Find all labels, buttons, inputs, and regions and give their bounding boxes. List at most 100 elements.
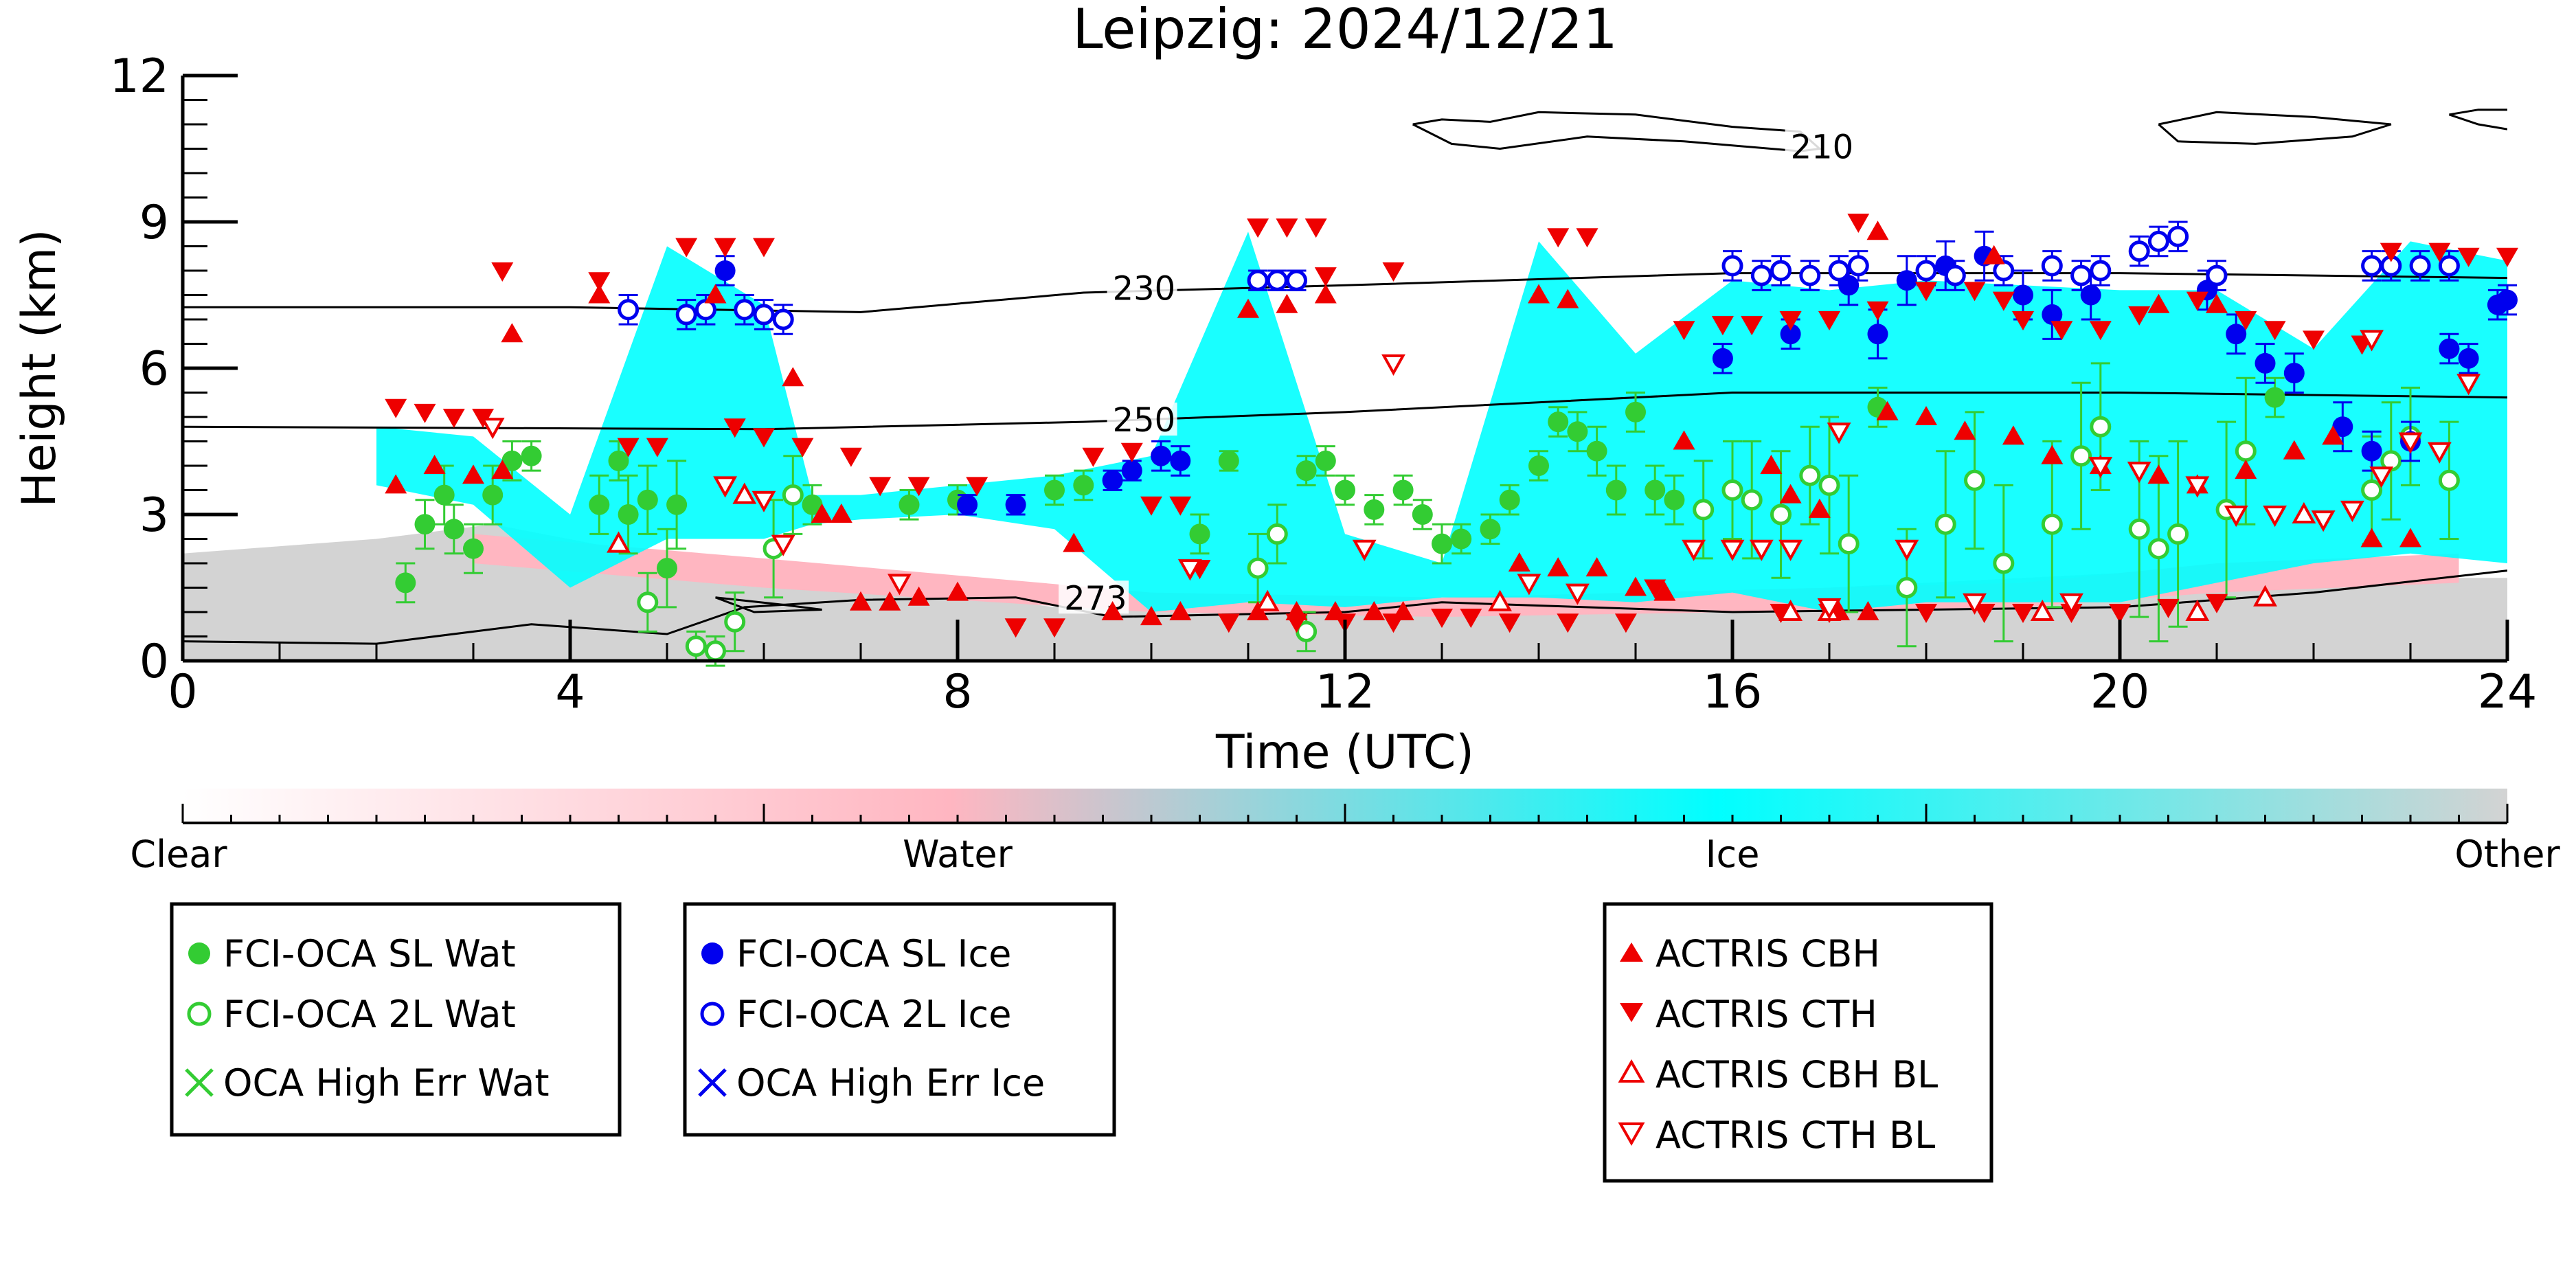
- legend-marker-cbh-bl: [1618, 1059, 1645, 1083]
- point-fci-oca-2l-ice-7: [1266, 269, 1288, 291]
- point-actris-cth-bl-30: [1827, 422, 1851, 444]
- y-tick-label-3: 3: [139, 488, 169, 543]
- isotherm-273-line-1: [714, 596, 822, 613]
- point-actris-cbh-51: [2399, 528, 2421, 547]
- point-fci-oca-2l-ice-19: [2070, 264, 2092, 286]
- point-actris-cbh-35: [1779, 484, 1802, 504]
- legend-ice: FCI-OCA SL Ice FCI-OCA 2L Ice OCA High E…: [683, 902, 1116, 1137]
- point-fci-oca-sl-ice-5: [1151, 445, 1172, 466]
- point-actris-cth-8: [675, 238, 698, 258]
- legend-label-cth-bl: ACTRIS CTH BL: [1656, 1114, 1935, 1157]
- point-fci-oca-2l-ice-11: [1770, 260, 1792, 282]
- point-actris-cth-bl-21: [2224, 506, 2248, 528]
- point-actris-cth-28: [1304, 218, 1327, 238]
- point-actris-cbh-17: [1169, 601, 1192, 620]
- point-fci-oca-sl-wat-36: [1625, 401, 1646, 422]
- point-fci-oca-sl-ice-19: [2255, 352, 2276, 374]
- point-fci-oca-sl-wat-22: [1315, 450, 1336, 471]
- isotherm-210-line-0: [1412, 111, 1822, 152]
- point-actris-cth-14: [839, 447, 862, 467]
- point-actris-cbh-47: [2235, 460, 2257, 479]
- series-fci-oca-sl-wat: [395, 376, 2285, 609]
- point-fci-oca-2l-ice-8: [1286, 269, 1307, 291]
- legend-label-2l-ice: FCI-OCA 2L Ice: [736, 993, 1011, 1036]
- point-actris-cth-45: [1779, 311, 1802, 330]
- point-actris-cth-52: [2012, 311, 2034, 330]
- point-actris-cth-bl-3: [771, 534, 795, 556]
- point-fci-oca-sl-wat-13: [666, 494, 688, 515]
- legend-marker-cth: [1620, 1003, 1643, 1022]
- point-actris-cth-19: [1043, 618, 1065, 638]
- point-fci-oca-2l-wat-27: [2235, 440, 2257, 462]
- point-actris-cth-bl-24: [2340, 500, 2364, 522]
- point-actris-cth-7: [646, 438, 668, 457]
- category-label-water: Water: [903, 833, 1013, 876]
- point-actris-cth-61: [2380, 242, 2402, 262]
- point-fci-oca-2l-ice-3: [734, 299, 756, 321]
- x-tick-label-4: 4: [555, 665, 585, 719]
- category-colorbar: Clear Water Ice Other: [130, 789, 2560, 876]
- point-actris-cbh-49: [2322, 425, 2345, 445]
- point-actris-cbh-38: [1857, 601, 1879, 620]
- point-fci-oca-2l-ice-2: [694, 299, 716, 321]
- point-actris-cth-bl-4: [887, 574, 912, 596]
- point-fci-oca-sl-wat-8: [589, 494, 610, 515]
- point-fci-oca-2l-ice-24: [2206, 264, 2228, 286]
- point-fci-oca-2l-wat-9: [1693, 499, 1715, 521]
- point-fci-oca-sl-wat-4: [463, 538, 484, 559]
- point-actris-cth-bl-1: [713, 476, 738, 498]
- point-actris-cbh-24: [1363, 601, 1386, 620]
- point-actris-cth-29: [1314, 267, 1337, 287]
- point-fci-oca-2l-wat-20: [2041, 513, 2063, 535]
- point-actris-cth-11: [723, 418, 746, 438]
- point-fci-oca-2l-ice-27: [2409, 255, 2431, 277]
- legend-label-higherr-wat: OCA High Err Wat: [223, 1061, 550, 1105]
- legend-actris-frame: [1603, 902, 1993, 1183]
- point-fci-oca-sl-wat-35: [1605, 479, 1627, 501]
- point-fci-oca-sl-wat-32: [1548, 411, 1569, 433]
- point-fci-oca-2l-ice-23: [2167, 225, 2189, 247]
- point-actris-cbh-29: [1528, 284, 1550, 304]
- point-actris-cth-53: [2050, 321, 2073, 341]
- point-actris-cth-bl-26: [2398, 432, 2423, 454]
- point-actris-cbh-48: [2283, 440, 2305, 460]
- point-fci-oca-sl-ice-27: [2497, 289, 2518, 310]
- point-fci-oca-2l-wat-28: [2361, 479, 2383, 501]
- point-fci-oca-sl-wat-9: [608, 450, 629, 471]
- point-fci-oca-2l-ice-5: [772, 308, 794, 330]
- point-fci-oca-sl-wat-21: [1296, 460, 1317, 482]
- point-fci-oca-sl-wat-20: [1218, 450, 1239, 471]
- point-actris-cth-41: [1644, 579, 1667, 599]
- point-fci-oca-2l-ice-10: [1750, 264, 1772, 286]
- point-actris-cth-33: [1382, 613, 1405, 633]
- point-actris-cth-bl-11: [1720, 539, 1745, 561]
- point-fci-oca-2l-wat-18: [1964, 469, 1985, 491]
- data-markers: [385, 214, 2518, 667]
- point-fci-oca-sl-wat-18: [1073, 475, 1094, 496]
- point-actris-cth-bl-28: [2456, 374, 2481, 396]
- point-actris-cbh-54: [2147, 293, 2170, 313]
- category-label-ice: Ice: [1706, 833, 1760, 876]
- x-tick-label-20: 20: [2090, 665, 2150, 719]
- point-actris-cbh-0: [385, 474, 407, 494]
- point-actris-cth-40: [1614, 613, 1637, 633]
- point-actris-cth-bl-15: [1895, 539, 1919, 561]
- point-actris-cbh-bl-1: [732, 482, 757, 504]
- point-actris-cbh-13: [947, 581, 969, 601]
- point-fci-oca-sl-ice-15: [2042, 304, 2063, 325]
- point-actris-cth-58: [2263, 321, 2286, 341]
- point-fci-oca-2l-wat-23: [2128, 518, 2150, 540]
- point-fci-oca-2l-ice-25: [2361, 255, 2383, 277]
- point-actris-cbh-7: [782, 367, 804, 387]
- point-actris-cth-bl-23: [2311, 510, 2336, 532]
- point-actris-cth-35: [1460, 609, 1482, 629]
- point-fci-oca-2l-ice-13: [1828, 260, 1850, 282]
- point-fci-oca-sl-ice-0: [714, 260, 736, 281]
- point-actris-cbh-41: [1954, 420, 1976, 440]
- legend-water-frame: [170, 902, 622, 1137]
- point-fci-oca-2l-ice-14: [1847, 255, 1869, 277]
- point-actris-cbh-36: [1808, 498, 1831, 518]
- series-fci-oca-2l-ice: [618, 221, 2460, 335]
- point-actris-cth-47: [1847, 214, 1870, 233]
